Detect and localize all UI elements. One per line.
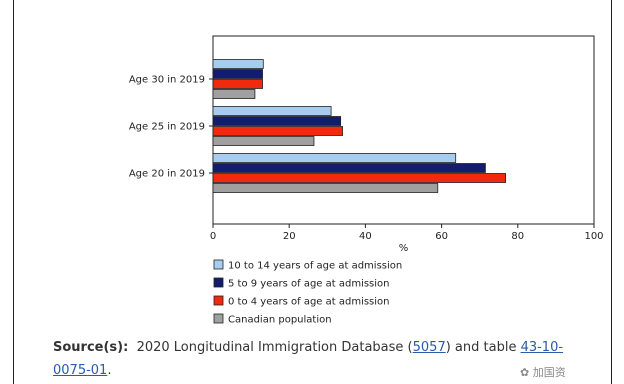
frame-border-left [13,0,14,384]
legend-label: 5 to 9 years of age at admission [228,279,390,290]
bar-2-3 [212,126,343,136]
source-label: Source(s): [53,340,129,355]
bar-1-2 [212,69,263,79]
x-axis-label: % [399,243,409,254]
x-tick-label: 60 [435,231,448,242]
source-link-table[interactable]: 43-10-0075-01 [53,340,564,378]
watermark-text: 加国资 [532,366,566,379]
legend-swatch [213,259,224,270]
bar-1-3 [212,79,263,89]
x-tick-label: 100 [584,231,603,242]
source-link-database[interactable]: 5057 [412,340,446,355]
x-tick-label: 20 [283,231,296,242]
bar-3-1 [212,153,457,163]
x-tick-label: 0 [210,231,216,242]
x-tick-label: 40 [359,231,372,242]
y-tick-label: Age 30 in 2019 [129,75,205,86]
x-tick-label: 80 [511,231,524,242]
y-tick-label: Age 25 in 2019 [129,122,205,133]
legend-swatch [213,277,224,288]
legend-label: 0 to 4 years of age at admission [228,297,390,308]
bar-2-2 [212,116,342,126]
wechat-icon: ✿ [520,366,530,379]
source-text-mid: ) and table [445,340,521,355]
bar-1-4 [212,89,256,99]
bar-2-1 [212,106,332,116]
source-note: Source(s): 2020 Longitudinal Immigration… [53,336,583,382]
bar-1-1 [212,59,264,69]
bar-2-4 [212,136,315,146]
legend-swatch [213,313,224,324]
legend-label: 10 to 14 years of age at admission [228,261,402,272]
bar-3-3 [212,173,507,183]
legend-swatch [213,295,224,306]
bar-3-2 [212,163,486,173]
watermark: ✿ 加国资 [520,364,566,380]
y-tick-label: Age 20 in 2019 [129,169,205,180]
bar-3-4 [212,183,439,193]
source-text-after: . [107,363,112,378]
frame-border-right [611,0,612,384]
source-text-before: 2020 Longitudinal Immigration Database ( [136,340,413,355]
legend-label: Canadian population [228,315,332,326]
